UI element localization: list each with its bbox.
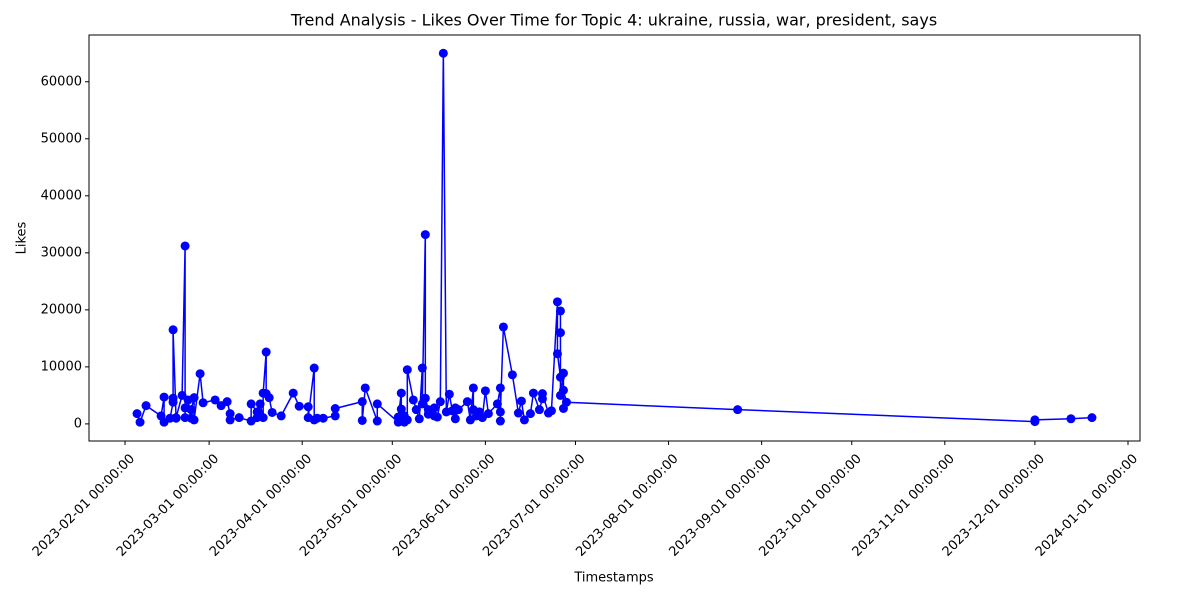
data-point [186,405,196,415]
chart-title: Trend Analysis - Likes Over Time for Top… [290,11,937,30]
y-tick-label: 50000 [41,131,82,146]
data-point [255,399,265,409]
data-point [396,404,406,414]
data-point [1066,414,1076,424]
data-point [189,415,199,425]
data-point [198,398,208,408]
x-axis-label: Timestamps [573,571,654,586]
data-point [414,414,424,424]
data-point [507,370,517,380]
data-point [258,413,268,423]
data-point [261,347,271,357]
data-point [468,383,478,393]
data-point [417,363,427,373]
data-point [360,383,370,393]
data-point [264,393,274,403]
data-point [1087,413,1097,423]
data-point [135,417,145,427]
data-point [402,415,412,425]
data-point [396,388,406,398]
data-point [552,349,562,359]
data-point [141,401,151,411]
data-point [534,405,544,415]
y-tick-label: 60000 [41,74,82,89]
y-tick-label: 0 [74,416,82,431]
data-point [195,369,205,379]
data-point [225,409,235,419]
data-point [309,363,319,373]
data-point [561,397,571,407]
data-point [171,413,181,423]
data-point [546,406,556,416]
data-point [444,389,454,399]
y-tick-label: 20000 [41,302,82,317]
y-tick-label: 10000 [41,359,82,374]
data-point [318,413,328,423]
data-point [168,325,178,335]
data-point [222,397,232,407]
data-point [210,395,220,405]
data-point [276,411,286,421]
data-point [513,408,523,418]
data-point [492,399,502,409]
data-point [516,396,526,406]
data-point [402,365,412,375]
data-point [525,409,535,419]
data-point [411,405,421,415]
data-point [429,403,439,413]
data-point [733,405,743,415]
data-point [159,392,169,402]
data-point [330,403,340,413]
data-point [462,397,472,407]
data-point [483,409,493,419]
data-point [519,415,529,425]
data-point [453,405,463,415]
data-point [555,306,565,316]
data-point [420,393,430,403]
axes-frame [88,34,1141,442]
data-point [555,328,565,338]
data-point [552,297,562,307]
data-point [294,401,304,411]
data-point [357,415,367,425]
data-point [537,389,547,399]
data-point [246,399,256,409]
data-point [558,385,568,395]
data-point [450,414,460,424]
y-tick-label: 30000 [41,245,82,260]
data-point [558,368,568,378]
data-point [408,395,418,405]
data-point [495,383,505,393]
data-point [480,386,490,396]
data-point [435,397,445,407]
y-axis-label: Likes [15,221,30,254]
data-point [438,48,448,58]
data-point [420,230,430,240]
data-point [528,388,538,398]
data-point [225,415,235,425]
data-point [267,407,277,417]
data-point [330,411,340,421]
data-point [495,416,505,426]
data-point [372,416,382,426]
data-point [303,402,313,412]
data-point [180,241,190,251]
data-point [189,393,199,403]
data-point [357,397,367,407]
data-point [234,413,244,423]
y-tick-label: 40000 [41,188,82,203]
data-point [132,409,142,419]
data-point [168,393,178,403]
data-point [498,322,508,332]
data-point [372,399,382,409]
data-point [288,388,298,398]
data-point [1030,415,1040,425]
data-point [432,412,442,422]
data-point [495,407,505,417]
